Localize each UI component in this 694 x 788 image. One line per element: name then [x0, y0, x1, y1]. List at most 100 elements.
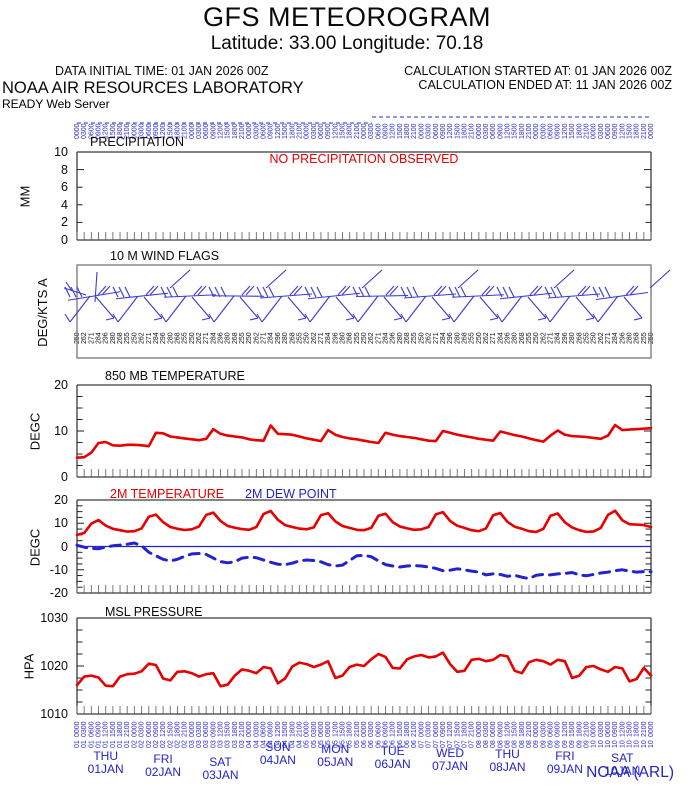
rotated-tick-label: 284	[325, 332, 332, 344]
rotated-tick-label: 0300	[368, 721, 375, 737]
rotated-tick-label: 262	[311, 332, 318, 344]
rotated-tick-label: 09	[540, 740, 547, 748]
rotated-tick-label: 0600	[375, 123, 382, 139]
rotated-tick-label: 1200	[619, 123, 626, 139]
rotated-tick-label: 03	[203, 740, 210, 748]
rotated-tick-label: 1500	[110, 123, 117, 139]
noaa-arl-credit: NOAA (ARL)	[586, 764, 674, 781]
rotated-tick-label: 255	[469, 332, 476, 344]
rotated-tick-label: 268	[404, 332, 411, 344]
rotated-tick-label: 1800	[232, 721, 239, 737]
rotated-tick-label: 1200	[447, 123, 454, 139]
rotated-tick-label: 0000	[533, 123, 540, 139]
rotated-tick-label: 0900	[153, 721, 160, 737]
rotated-tick-label: 07	[426, 740, 433, 748]
rotated-tick-label: 06	[368, 740, 375, 748]
rotated-tick-label: 0900	[612, 123, 619, 139]
rotated-tick-label: 0000	[246, 123, 253, 139]
rotated-tick-label: 1800	[174, 721, 181, 737]
y-tick-label: 0	[61, 470, 68, 484]
rotated-tick-label: 1800	[404, 721, 411, 737]
y-tick-label: 1020	[40, 659, 68, 673]
rotated-tick-label: 1800	[289, 721, 296, 737]
panel-title-2m-temperature: 2M TEMPERATURE	[110, 487, 225, 501]
rotated-tick-label: 1800	[174, 123, 181, 139]
series-2m_dew_point_degc	[75, 541, 653, 581]
day-label: THU 08JAN	[489, 747, 526, 774]
rotated-tick-label: 271	[375, 332, 382, 344]
rotated-tick-label: 02	[153, 740, 160, 748]
rotated-tick-label: 1500	[569, 123, 576, 139]
rotated-tick-label: 0900	[612, 721, 619, 737]
rotated-tick-label: 262	[196, 332, 203, 344]
y-tick-label: 10	[54, 516, 68, 531]
rotated-tick-label: 0300	[368, 123, 375, 139]
rotated-tick-label: 262	[139, 332, 146, 344]
organization-name: NOAA AIR RESOURCES LABORATORY	[2, 79, 304, 97]
rotated-tick-label: 10	[605, 740, 612, 748]
rotated-tick-label: 1800	[289, 123, 296, 139]
rotated-tick-label: 1200	[218, 123, 225, 139]
rotated-tick-label: 0600	[88, 123, 95, 139]
rotated-tick-label: 268	[634, 332, 641, 344]
day-label: MON 05JAN	[317, 742, 354, 769]
rotated-tick-label: 1200	[562, 721, 569, 737]
rotated-tick-label: 280	[167, 332, 174, 344]
rotated-tick-label: 05	[304, 740, 311, 748]
rotated-tick-label: 0900	[210, 123, 217, 139]
rotated-tick-label: 0600	[433, 123, 440, 139]
rotated-tick-label: 250	[131, 332, 138, 344]
rotated-tick-label: 1200	[447, 721, 454, 737]
rotated-tick-label: 0900	[497, 123, 504, 139]
rotated-tick-label: 02	[167, 740, 174, 748]
rotated-tick-label: 1800	[347, 123, 354, 139]
rotated-tick-label: 2100	[354, 721, 361, 737]
rotated-tick-label: 09	[555, 740, 562, 748]
rotated-tick-label: 1500	[627, 721, 634, 737]
rotated-tick-label: 0600	[490, 721, 497, 737]
rotated-tick-label: 1800	[117, 721, 124, 737]
rotated-tick-label: 0000	[418, 721, 425, 737]
rotated-tick-label: 1200	[218, 721, 225, 737]
rotated-tick-label: 2100	[469, 721, 476, 737]
rotated-tick-label: 284	[96, 332, 103, 344]
rotated-tick-label: 1500	[454, 123, 461, 139]
rotated-tick-label: 02	[131, 740, 138, 748]
rotated-tick-label: 280	[569, 332, 576, 344]
page-title: GFS METEOROGRAM	[202, 2, 491, 32]
rotated-tick-label: 271	[318, 332, 325, 344]
rotated-tick-label: 04	[261, 740, 268, 748]
calc-started-text: CALCULATION STARTED AT: 01 JAN 2026 00Z	[404, 64, 672, 78]
rotated-tick-label: 284	[555, 332, 562, 344]
rotated-tick-label: 0900	[96, 123, 103, 139]
rotated-tick-label: 08	[505, 740, 512, 748]
rotated-tick-label: 02	[182, 740, 189, 748]
rotated-tick-label: 07	[433, 740, 440, 748]
rotated-tick-label: 0600	[318, 721, 325, 737]
rotated-tick-label: 0000	[304, 123, 311, 139]
y-tick-label: 4	[61, 197, 68, 212]
rotated-tick-label: 262	[426, 332, 433, 344]
rotated-tick-label: 1200	[390, 123, 397, 139]
rotated-tick-label: 296	[619, 332, 626, 344]
rotated-tick-label: 1200	[505, 123, 512, 139]
rotated-tick-label: 2100	[641, 123, 648, 139]
rotated-tick-label: 255	[583, 332, 590, 344]
rotated-tick-label: 284	[268, 332, 275, 344]
rotated-tick-label: 1500	[569, 721, 576, 737]
rotated-tick-label: 0600	[146, 721, 153, 737]
rotated-tick-label: 08	[512, 740, 519, 748]
rotated-tick-label: 03	[232, 740, 239, 748]
calc-ended-text: CALCULATION ENDED AT: 11 JAN 2026 00Z	[418, 78, 672, 92]
rotated-tick-label: 0000	[74, 721, 81, 737]
rotated-tick-label: 0600	[261, 123, 268, 139]
rotated-tick-label: 0000	[361, 721, 368, 737]
rotated-tick-label: 250	[533, 332, 540, 344]
y-tick-label: 8	[61, 162, 68, 177]
rotated-tick-label: 0000	[648, 123, 655, 139]
rotated-tick-label: 03	[239, 740, 246, 748]
rotated-tick-label: 07	[418, 740, 425, 748]
rotated-tick-label: 04	[275, 740, 282, 748]
no-precip-annotation: NO PRECIPITATION OBSERVED	[269, 152, 459, 166]
